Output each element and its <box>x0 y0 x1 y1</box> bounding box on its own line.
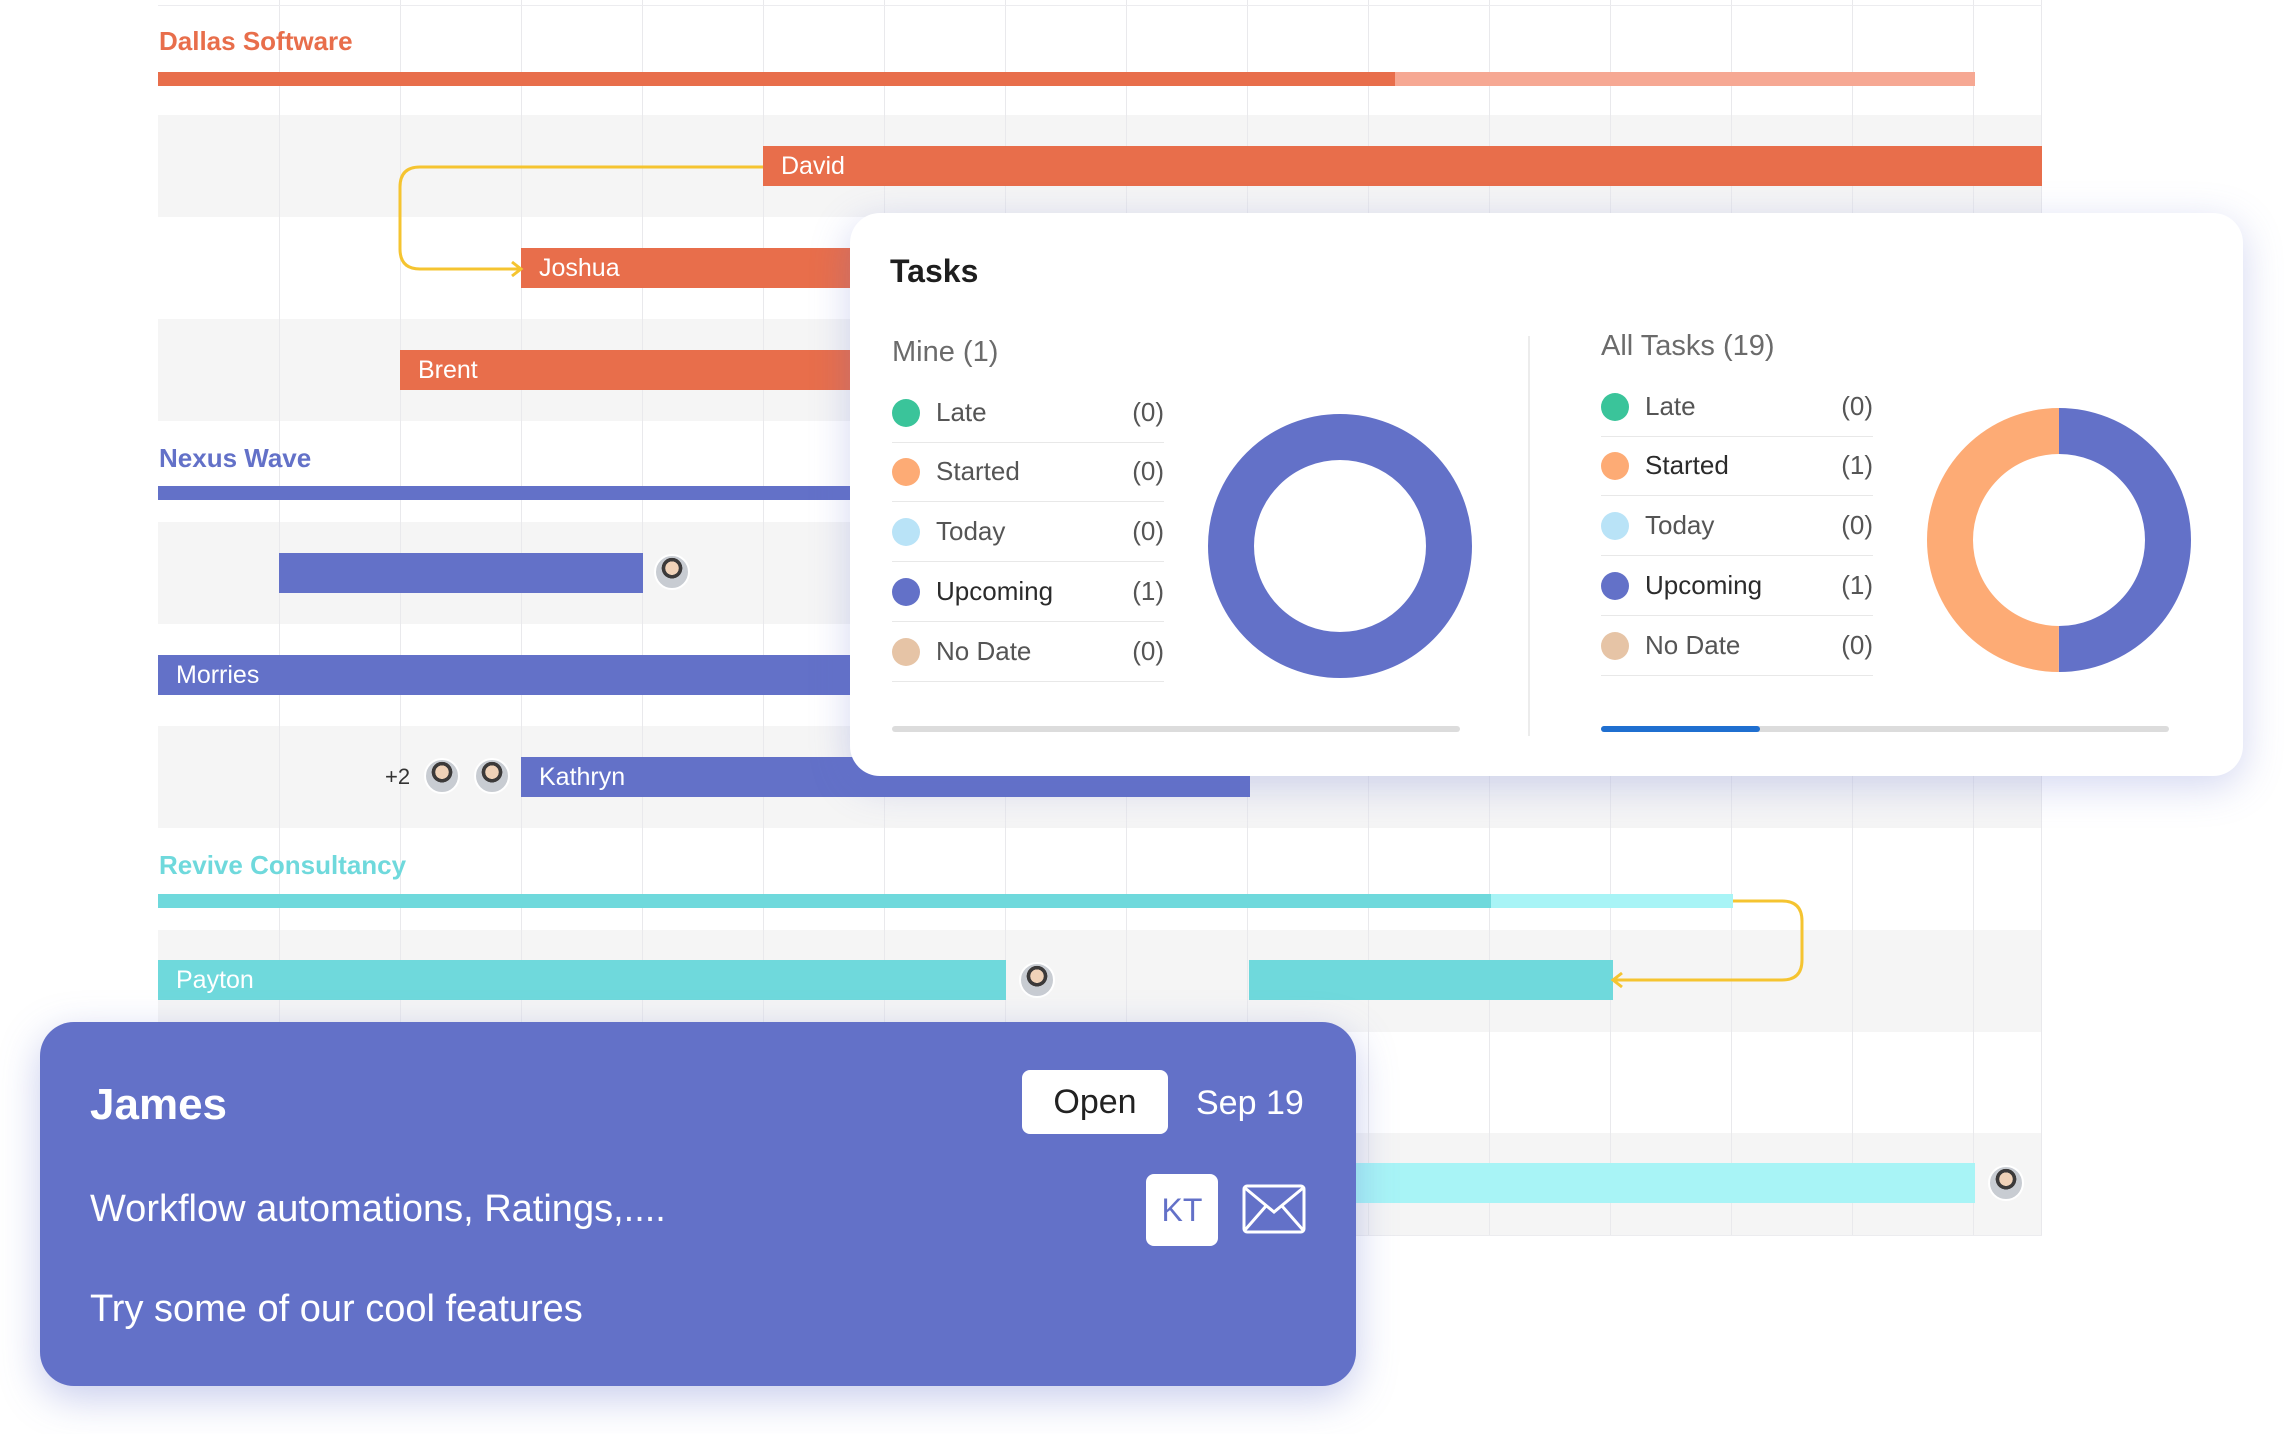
all-tasks-donut-chart[interactable] <box>1924 405 2194 675</box>
status-dot-icon <box>1601 512 1629 540</box>
mail-icon[interactable] <box>1242 1184 1306 1234</box>
legend-row-upcoming[interactable]: Upcoming (1) <box>892 563 1164 622</box>
assignee-avatar[interactable] <box>1988 1165 2024 1201</box>
project-remaining-bar[interactable] <box>1491 894 1733 908</box>
legend-count: (0) <box>1132 636 1164 666</box>
grid-line <box>642 0 643 1235</box>
legend-row-today[interactable]: Today (0) <box>1601 497 1873 556</box>
legend-row-upcoming[interactable]: Upcoming (1) <box>1601 557 1873 616</box>
status-dot-icon <box>1601 572 1629 600</box>
status-dot-icon <box>892 458 920 486</box>
project-progress-bar[interactable] <box>158 72 1395 86</box>
legend-label: No Date <box>936 636 1032 666</box>
all-tasks-progress-track <box>1601 726 2169 732</box>
legend-label: Today <box>936 516 1006 546</box>
task-bar-brent[interactable]: Brent <box>400 350 860 390</box>
extra-assignees-count[interactable]: +2 <box>385 764 411 789</box>
legend-count: (0) <box>1841 391 1873 421</box>
legend-label: Today <box>1645 510 1715 540</box>
grid-line <box>521 0 522 1235</box>
mine-tasks-title[interactable]: Mine (1) <box>892 336 999 368</box>
grid-line <box>279 0 280 1235</box>
legend-label: Late <box>1645 391 1696 421</box>
legend-row-today[interactable]: Today (0) <box>892 503 1164 562</box>
task-bar-payton[interactable]: Payton <box>158 960 1006 1000</box>
task-bar-unnamed[interactable] <box>1249 960 1613 1000</box>
feature-promo-text[interactable]: Try some of our cool features <box>90 1288 583 1330</box>
legend-row-started[interactable]: Started (0) <box>892 443 1164 502</box>
all-tasks-progress-fill <box>1601 726 1761 732</box>
dependency-arrow <box>1613 899 1804 982</box>
task-bar-unnamed[interactable] <box>279 553 643 593</box>
project-remaining-bar[interactable] <box>1395 72 1975 86</box>
legend-count: (1) <box>1132 576 1164 606</box>
grid-line <box>400 0 401 1235</box>
legend-count: (0) <box>1132 516 1164 546</box>
mine-donut-chart[interactable] <box>1205 411 1475 681</box>
due-date: Sep 19 <box>1196 1084 1304 1122</box>
status-dot-icon <box>892 518 920 546</box>
task-bar-david[interactable]: David <box>763 146 2042 186</box>
legend-row-no-date[interactable]: No Date (0) <box>892 623 1164 682</box>
card-title: Tasks <box>890 253 979 289</box>
task-bar-joshua[interactable]: Joshua <box>521 248 861 288</box>
assignee-avatar[interactable] <box>474 758 510 794</box>
donut-segment-upcoming[interactable] <box>1208 414 1472 678</box>
section-divider <box>1528 336 1530 736</box>
arrow-head-icon <box>1610 971 1623 989</box>
assignee-avatar[interactable] <box>1019 962 1055 998</box>
legend-label: Late <box>936 397 987 427</box>
legend-count: (0) <box>1132 456 1164 486</box>
project-progress-bar[interactable] <box>158 486 858 500</box>
legend-count: (1) <box>1841 570 1873 600</box>
all-tasks-title[interactable]: All Tasks (19) <box>1601 330 1775 362</box>
grid-line <box>158 5 2042 6</box>
legend-label: Upcoming <box>936 576 1054 606</box>
grid-line <box>763 0 764 1235</box>
status-badge[interactable]: Open <box>1022 1070 1168 1134</box>
assignee-avatar[interactable] <box>654 554 690 590</box>
donut-segment-started[interactable] <box>1927 408 2191 672</box>
status-dot-icon <box>1601 393 1629 421</box>
legend-row-late[interactable]: Late (0) <box>1601 378 1873 437</box>
status-dot-icon <box>892 399 920 427</box>
assignee-avatar[interactable] <box>424 758 460 794</box>
legend-label: Started <box>936 456 1020 486</box>
task-description: Workflow automations, Ratings,.... <box>90 1188 666 1230</box>
legend-count: (0) <box>1132 397 1164 427</box>
mine-progress-track <box>892 726 1460 732</box>
tasks-summary-card: Tasks Mine (1) Late (0) Started (0) Toda… <box>850 213 2243 776</box>
legend-count: (0) <box>1841 510 1873 540</box>
status-dot-icon <box>892 578 920 606</box>
legend-count: (1) <box>1841 450 1873 480</box>
donut-segments <box>1927 408 2191 672</box>
task-bar-unnamed[interactable] <box>1300 1163 1975 1203</box>
project-title-dallas-software[interactable]: Dallas Software <box>159 26 353 56</box>
donut-segments <box>1208 414 1472 678</box>
assignee-initials-avatar[interactable]: KT <box>1146 1174 1218 1246</box>
legend-row-no-date[interactable]: No Date (0) <box>1601 617 1873 676</box>
dependency-arrow <box>398 165 763 271</box>
legend-count: (0) <box>1841 630 1873 660</box>
legend-label: Started <box>1645 450 1729 480</box>
status-dot-icon <box>1601 632 1629 660</box>
legend-row-late[interactable]: Late (0) <box>892 384 1164 443</box>
legend-row-started[interactable]: Started (1) <box>1601 437 1873 496</box>
task-detail-popup[interactable]: James Open Sep 19 Workflow automations, … <box>40 1022 1356 1386</box>
task-assignee-name: James <box>90 1080 228 1129</box>
task-bar-morries[interactable]: Morries <box>158 655 858 695</box>
arrow-head-icon <box>511 260 524 278</box>
status-dot-icon <box>1601 452 1629 480</box>
project-progress-bar[interactable] <box>158 894 1491 908</box>
status-dot-icon <box>892 638 920 666</box>
legend-label: No Date <box>1645 630 1741 660</box>
project-title-nexus-wave[interactable]: Nexus Wave <box>159 443 312 473</box>
project-title-revive-consultancy[interactable]: Revive Consultancy <box>159 850 407 880</box>
legend-label: Upcoming <box>1645 570 1763 600</box>
